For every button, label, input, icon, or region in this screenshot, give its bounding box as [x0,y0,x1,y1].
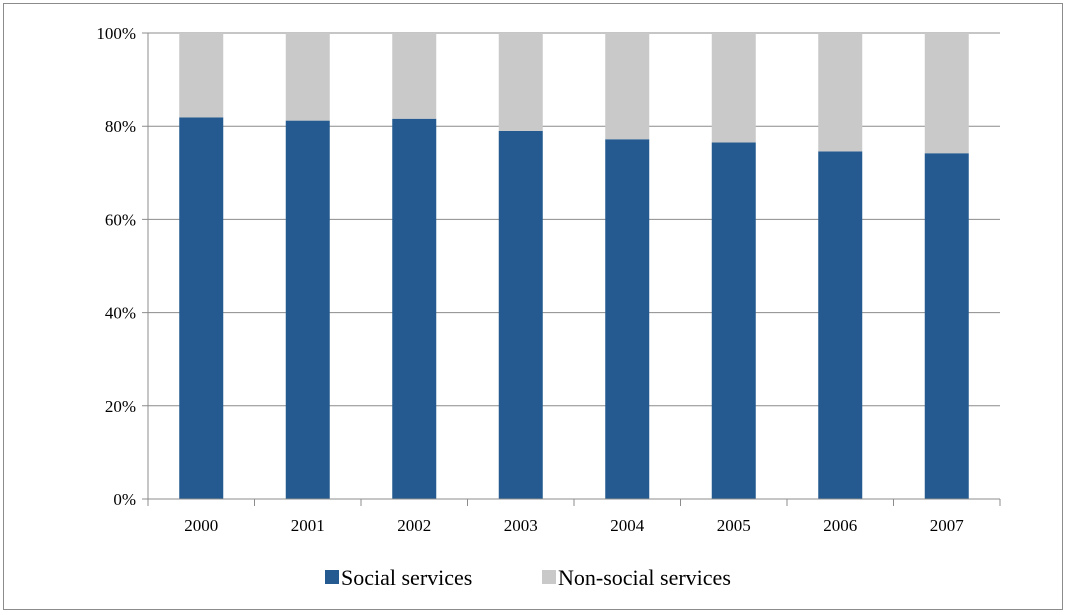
x-tick-label: 2004 [610,516,645,535]
bar-social-services-2007 [924,153,969,499]
bar-social-services-2005 [711,142,756,499]
y-tick-label: 20% [105,397,136,416]
bar-non-social-services-2004 [605,33,650,140]
gridlines [142,32,1000,500]
x-tick-label: 2006 [823,516,857,535]
bar-non-social-services-2000 [179,33,224,118]
bar-social-services-2002 [392,118,437,499]
x-tick-label: 2000 [184,516,218,535]
y-tick-label: 60% [105,210,136,229]
bar-social-services-2003 [498,130,543,500]
x-tick-label: 2005 [717,516,751,535]
legend-swatch [542,570,556,584]
x-tick-label: 2001 [291,516,325,535]
bar-non-social-services-2005 [711,33,756,143]
bar-non-social-services-2002 [392,33,437,119]
bars [179,33,969,500]
bar-social-services-2004 [605,139,650,500]
legend: Social services Non-social services [325,565,731,590]
bar-social-services-2001 [285,120,330,499]
legend-label: Non-social services [558,565,731,590]
axes [147,33,1001,506]
x-tick-label: 2007 [930,516,965,535]
y-tick-label: 0% [113,490,136,509]
bar-social-services-2000 [179,117,224,499]
legend-swatch [325,570,339,584]
y-tick-label: 40% [105,304,136,323]
legend-label: Social services [341,565,472,590]
bar-social-services-2006 [818,151,863,499]
bar-non-social-services-2007 [924,33,969,154]
x-tick-label: 2002 [397,516,431,535]
y-tick-label: 80% [105,117,136,136]
bar-non-social-services-2006 [818,33,863,152]
bar-non-social-services-2003 [498,33,543,131]
y-tick-label: 100% [96,24,136,43]
bar-non-social-services-2001 [285,33,330,121]
x-tick-labels: 2000 2001 2002 2003 2004 2005 2006 2007 [184,516,964,535]
y-tick-labels: 0% 20% 40% 60% 80% 100% [96,24,136,509]
x-tick-label: 2003 [504,516,538,535]
